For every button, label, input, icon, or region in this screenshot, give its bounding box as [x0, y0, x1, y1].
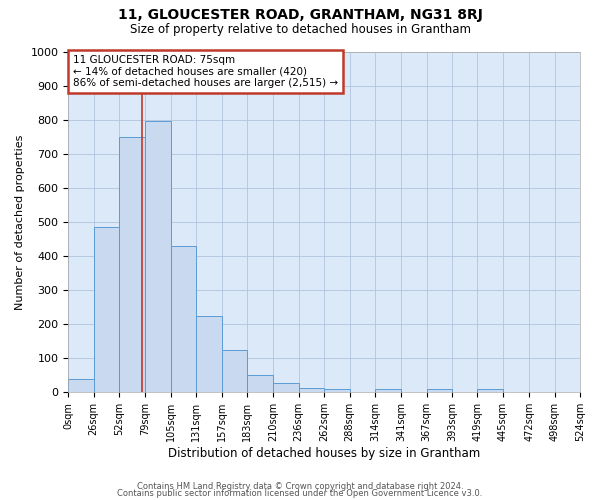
Bar: [247, 376, 274, 392]
Bar: [94, 227, 119, 392]
Bar: [119, 136, 145, 392]
Text: Contains HM Land Registry data © Crown copyright and database right 2024.: Contains HM Land Registry data © Crown c…: [137, 482, 463, 491]
Text: 11 GLOUCESTER ROAD: 75sqm
← 14% of detached houses are smaller (420)
86% of semi: 11 GLOUCESTER ROAD: 75sqm ← 14% of detac…: [73, 55, 338, 88]
Bar: [324, 389, 350, 392]
Bar: [427, 389, 452, 392]
Bar: [478, 389, 503, 392]
Bar: [171, 246, 196, 392]
Text: 11, GLOUCESTER ROAD, GRANTHAM, NG31 8RJ: 11, GLOUCESTER ROAD, GRANTHAM, NG31 8RJ: [118, 8, 482, 22]
Bar: [68, 378, 94, 392]
Text: Contains public sector information licensed under the Open Government Licence v3: Contains public sector information licen…: [118, 490, 482, 498]
X-axis label: Distribution of detached houses by size in Grantham: Distribution of detached houses by size …: [168, 447, 480, 460]
Bar: [274, 383, 299, 392]
Bar: [145, 122, 171, 392]
Bar: [299, 388, 324, 392]
Y-axis label: Number of detached properties: Number of detached properties: [15, 134, 25, 310]
Bar: [196, 316, 221, 392]
Bar: [375, 389, 401, 392]
Text: Size of property relative to detached houses in Grantham: Size of property relative to detached ho…: [130, 22, 470, 36]
Bar: [221, 350, 247, 393]
